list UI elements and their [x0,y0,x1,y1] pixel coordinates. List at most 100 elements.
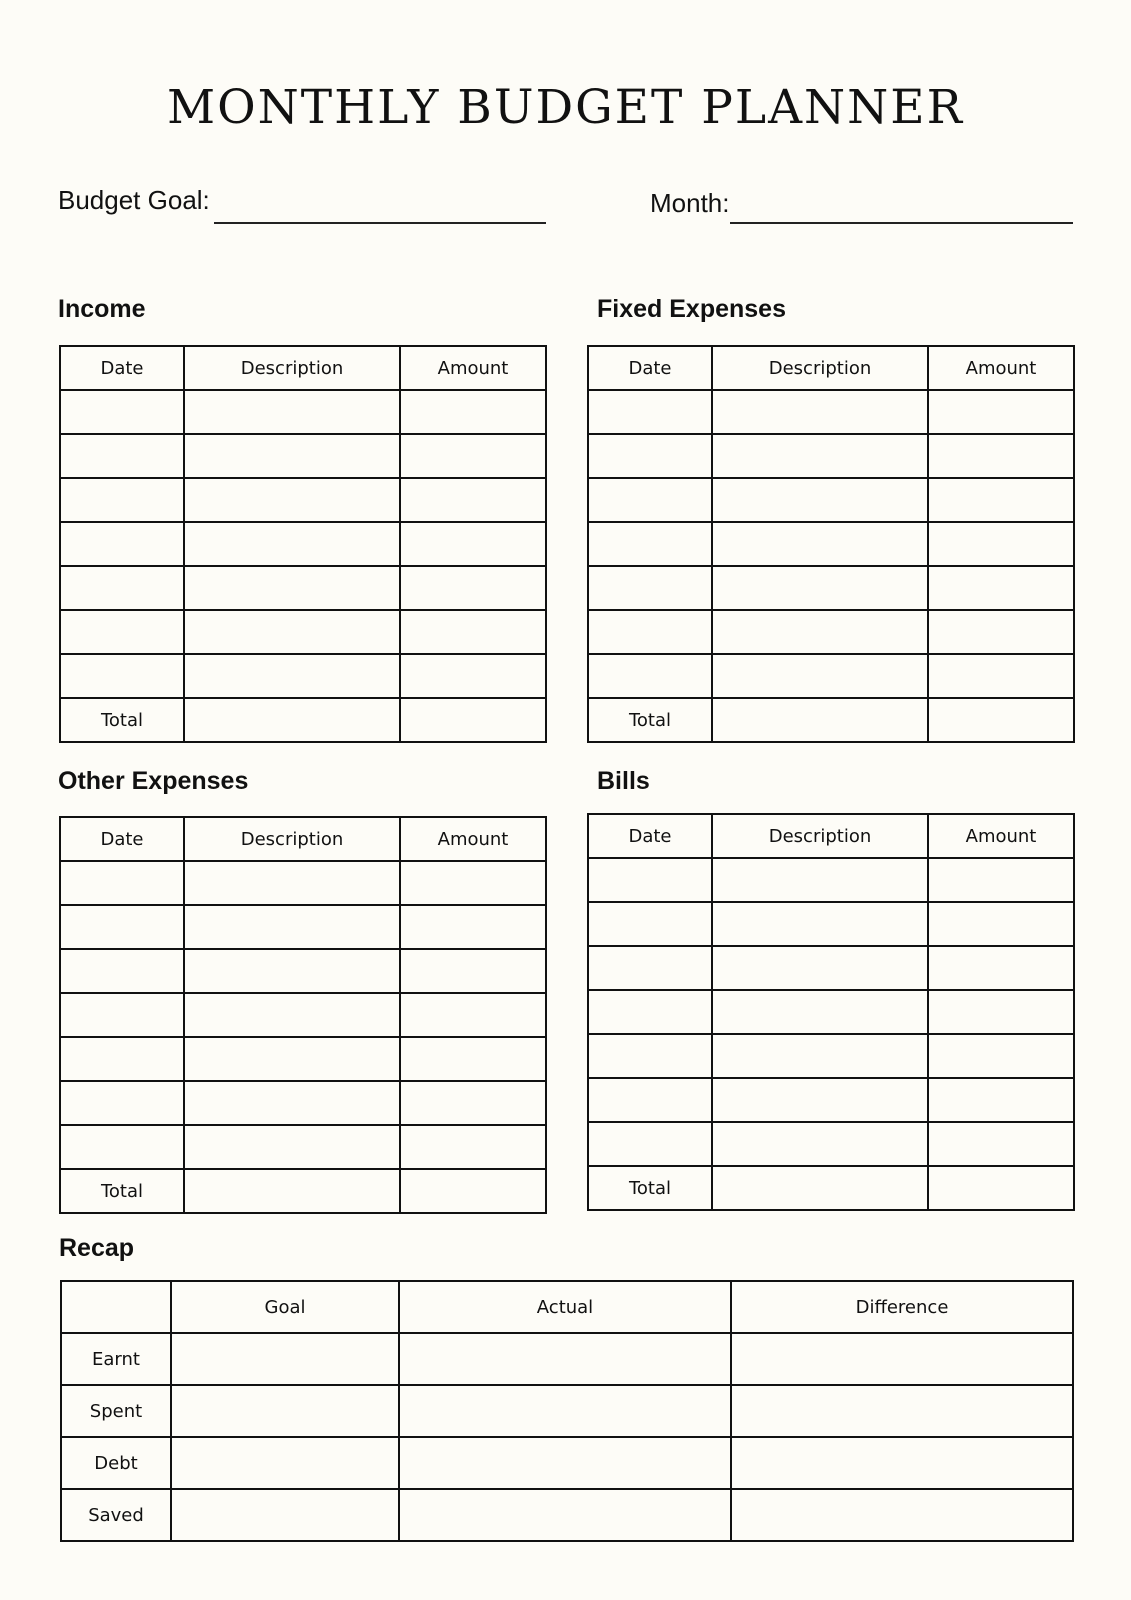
entry-cell[interactable] [59,389,185,435]
entry-cell[interactable] [927,521,1075,567]
entry-cell[interactable] [183,1168,401,1214]
entry-cell[interactable] [399,1168,547,1214]
entry-cell[interactable] [183,477,401,523]
entry-cell[interactable] [183,389,401,435]
recap-entry-cell[interactable] [730,1488,1074,1542]
entry-cell[interactable] [927,857,1075,903]
entry-cell[interactable] [587,901,713,947]
entry-cell[interactable] [927,477,1075,523]
entry-cell[interactable] [587,1033,713,1079]
entry-cell[interactable] [711,1165,929,1211]
entry-cell[interactable] [587,945,713,991]
entry-cell[interactable] [927,1165,1075,1211]
entry-cell[interactable] [927,1033,1075,1079]
entry-cell[interactable] [183,609,401,655]
entry-cell[interactable] [927,945,1075,991]
recap-entry-cell[interactable] [730,1436,1074,1490]
entry-cell[interactable] [59,653,185,699]
recap-entry-cell[interactable] [398,1332,732,1386]
entry-cell[interactable] [399,565,547,611]
entry-cell[interactable] [711,653,929,699]
entry-cell[interactable] [711,609,929,655]
entry-cell[interactable] [59,948,185,994]
entry-cell[interactable] [59,609,185,655]
entry-cell[interactable] [183,860,401,906]
budget-goal-field[interactable] [214,222,546,224]
entry-cell[interactable] [399,389,547,435]
entry-cell[interactable] [927,989,1075,1035]
entry-cell[interactable] [399,948,547,994]
entry-cell[interactable] [59,860,185,906]
entry-cell[interactable] [183,565,401,611]
entry-cell[interactable] [59,1080,185,1126]
entry-cell[interactable] [59,521,185,567]
entry-cell[interactable] [587,989,713,1035]
recap-entry-cell[interactable] [398,1436,732,1490]
recap-entry-cell[interactable] [170,1436,400,1490]
entry-cell[interactable] [399,521,547,567]
entry-cell[interactable] [59,904,185,950]
entry-cell[interactable] [183,521,401,567]
entry-cell[interactable] [711,901,929,947]
entry-cell[interactable] [711,945,929,991]
entry-cell[interactable] [711,697,929,743]
entry-cell[interactable] [399,653,547,699]
entry-cell[interactable] [711,989,929,1035]
entry-cell[interactable] [59,1036,185,1082]
entry-cell[interactable] [711,1077,929,1123]
recap-entry-cell[interactable] [170,1332,400,1386]
entry-cell[interactable] [927,697,1075,743]
entry-cell[interactable] [587,389,713,435]
recap-entry-cell[interactable] [170,1488,400,1542]
entry-cell[interactable] [927,901,1075,947]
entry-cell[interactable] [587,433,713,479]
entry-cell[interactable] [399,904,547,950]
entry-cell[interactable] [399,1124,547,1170]
entry-cell[interactable] [711,1121,929,1167]
entry-cell[interactable] [399,1080,547,1126]
entry-cell[interactable] [587,1121,713,1167]
entry-cell[interactable] [183,992,401,1038]
month-field[interactable] [730,222,1073,224]
entry-cell[interactable] [183,697,401,743]
entry-cell[interactable] [183,1124,401,1170]
entry-cell[interactable] [587,609,713,655]
entry-cell[interactable] [59,433,185,479]
entry-cell[interactable] [183,948,401,994]
entry-cell[interactable] [183,1036,401,1082]
entry-cell[interactable] [927,565,1075,611]
entry-cell[interactable] [59,992,185,1038]
entry-cell[interactable] [587,477,713,523]
entry-cell[interactable] [183,433,401,479]
entry-cell[interactable] [711,857,929,903]
entry-cell[interactable] [927,433,1075,479]
entry-cell[interactable] [587,565,713,611]
entry-cell[interactable] [587,521,713,567]
entry-cell[interactable] [927,1077,1075,1123]
entry-cell[interactable] [587,857,713,903]
entry-cell[interactable] [711,433,929,479]
entry-cell[interactable] [711,1033,929,1079]
entry-cell[interactable] [711,389,929,435]
entry-cell[interactable] [399,1036,547,1082]
entry-cell[interactable] [927,609,1075,655]
entry-cell[interactable] [927,1121,1075,1167]
entry-cell[interactable] [711,477,929,523]
entry-cell[interactable] [399,697,547,743]
entry-cell[interactable] [183,1080,401,1126]
entry-cell[interactable] [183,904,401,950]
entry-cell[interactable] [183,653,401,699]
entry-cell[interactable] [399,609,547,655]
entry-cell[interactable] [587,1077,713,1123]
entry-cell[interactable] [59,565,185,611]
entry-cell[interactable] [927,653,1075,699]
recap-entry-cell[interactable] [170,1384,400,1438]
entry-cell[interactable] [59,1124,185,1170]
recap-entry-cell[interactable] [398,1488,732,1542]
entry-cell[interactable] [927,389,1075,435]
entry-cell[interactable] [587,653,713,699]
entry-cell[interactable] [399,433,547,479]
entry-cell[interactable] [399,860,547,906]
entry-cell[interactable] [711,521,929,567]
recap-entry-cell[interactable] [730,1332,1074,1386]
